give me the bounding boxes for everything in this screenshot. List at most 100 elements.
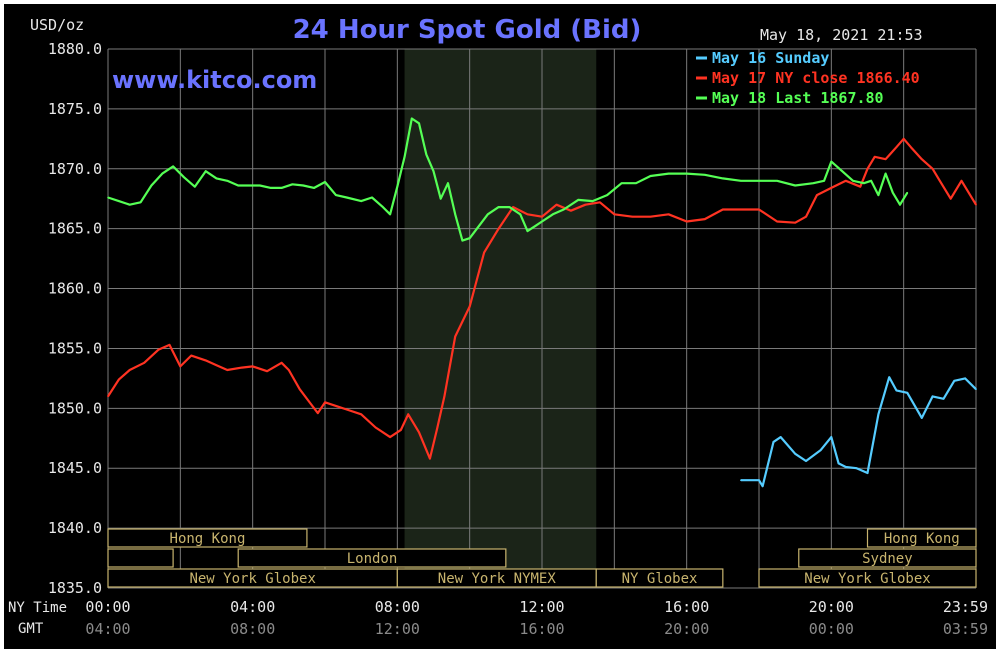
data-point bbox=[226, 369, 229, 371]
data-point bbox=[512, 206, 514, 208]
data-point bbox=[251, 365, 254, 368]
data-point bbox=[335, 405, 337, 407]
data-point bbox=[939, 179, 941, 182]
data-point bbox=[468, 237, 471, 240]
data-point bbox=[241, 366, 243, 369]
data-point bbox=[269, 187, 272, 189]
data-point bbox=[837, 462, 840, 465]
session-label: NY Globex bbox=[622, 571, 698, 587]
data-point bbox=[841, 170, 843, 172]
data-point bbox=[884, 158, 887, 160]
data-point bbox=[497, 206, 500, 208]
data-point bbox=[454, 335, 457, 338]
data-point bbox=[454, 213, 457, 216]
session-label: London bbox=[347, 551, 398, 567]
data-point bbox=[157, 348, 160, 351]
data-point bbox=[866, 472, 869, 474]
y-unit-label: USD/oz bbox=[30, 16, 84, 34]
timestamp: May 18, 2021 21:53 bbox=[760, 26, 923, 44]
data-point bbox=[316, 412, 319, 414]
data-point bbox=[570, 209, 572, 212]
data-point bbox=[374, 426, 377, 429]
data-point bbox=[179, 365, 182, 368]
data-point bbox=[906, 391, 909, 394]
session-box bbox=[107, 548, 174, 568]
session-label: New York NYMEX bbox=[438, 571, 557, 587]
data-point bbox=[128, 369, 131, 371]
data-point bbox=[794, 453, 796, 455]
data-point bbox=[975, 203, 977, 206]
data-point bbox=[761, 485, 764, 487]
data-point bbox=[960, 179, 963, 182]
data-point bbox=[371, 196, 373, 199]
series-line-ny-close bbox=[107, 137, 977, 460]
data-point bbox=[975, 388, 977, 390]
y-tick-label: 1865.0 bbox=[48, 220, 102, 238]
data-point bbox=[577, 199, 579, 201]
data-point bbox=[194, 185, 196, 188]
data-point bbox=[468, 305, 471, 308]
data-point bbox=[443, 395, 446, 398]
data-point bbox=[758, 479, 760, 482]
data-point bbox=[259, 184, 261, 187]
data-point bbox=[606, 194, 608, 196]
data-point bbox=[772, 441, 775, 443]
data-point bbox=[888, 376, 890, 378]
data-point bbox=[649, 215, 652, 218]
x-tick-label-gmt: 03:59 bbox=[943, 620, 988, 638]
gmt-row-label: GMT bbox=[18, 621, 44, 637]
data-point bbox=[280, 187, 283, 189]
y-tick-label: 1880.0 bbox=[48, 40, 102, 58]
data-point bbox=[360, 200, 362, 202]
data-point bbox=[407, 413, 409, 416]
data-point bbox=[649, 175, 652, 177]
data-point bbox=[280, 362, 283, 364]
data-point bbox=[823, 179, 825, 182]
data-point bbox=[877, 413, 880, 416]
data-point bbox=[418, 431, 420, 434]
y-tick-label: 1845.0 bbox=[48, 459, 102, 477]
session-box bbox=[237, 548, 507, 568]
x-tick-label-ny: 12:00 bbox=[519, 598, 564, 616]
data-point bbox=[845, 466, 847, 468]
data-point bbox=[866, 167, 869, 170]
ny-time-row-label: NY Time bbox=[8, 600, 67, 616]
data-point bbox=[298, 388, 301, 390]
data-point bbox=[931, 395, 934, 398]
data-point bbox=[533, 225, 536, 228]
x-tick-label-ny: 04:00 bbox=[230, 598, 275, 616]
x-tick-label-gmt: 12:00 bbox=[375, 620, 420, 638]
session-box bbox=[107, 528, 308, 548]
data-point bbox=[403, 156, 406, 158]
data-point bbox=[309, 402, 312, 405]
x-tick-label-ny: 00:00 bbox=[85, 598, 130, 616]
x-tick-label-gmt: 16:00 bbox=[519, 620, 564, 638]
data-point bbox=[190, 354, 192, 357]
data-point bbox=[335, 194, 337, 196]
data-point bbox=[819, 449, 822, 452]
series-line-last bbox=[107, 117, 909, 242]
data-point bbox=[497, 227, 500, 230]
y-tick-label: 1840.0 bbox=[48, 519, 102, 537]
data-point bbox=[215, 364, 218, 367]
data-point bbox=[291, 183, 294, 186]
legend: May 16 Sunday May 17 NY close 1866.40 Ma… bbox=[696, 49, 920, 107]
data-point bbox=[740, 179, 742, 182]
data-point bbox=[128, 203, 131, 206]
data-point bbox=[204, 359, 207, 362]
data-point bbox=[526, 230, 529, 232]
data-point bbox=[830, 436, 833, 438]
y-tick-label: 1875.0 bbox=[48, 100, 102, 118]
data-point bbox=[740, 479, 742, 482]
session-box bbox=[595, 568, 724, 588]
data-point bbox=[920, 158, 923, 160]
data-point bbox=[830, 160, 833, 163]
data-point bbox=[107, 196, 109, 199]
session-label: Hong Kong bbox=[170, 531, 246, 547]
data-point bbox=[204, 170, 207, 172]
data-point bbox=[345, 196, 348, 199]
data-point bbox=[873, 156, 876, 158]
x-tick-label-ny: 08:00 bbox=[375, 598, 420, 616]
data-point bbox=[118, 378, 120, 381]
